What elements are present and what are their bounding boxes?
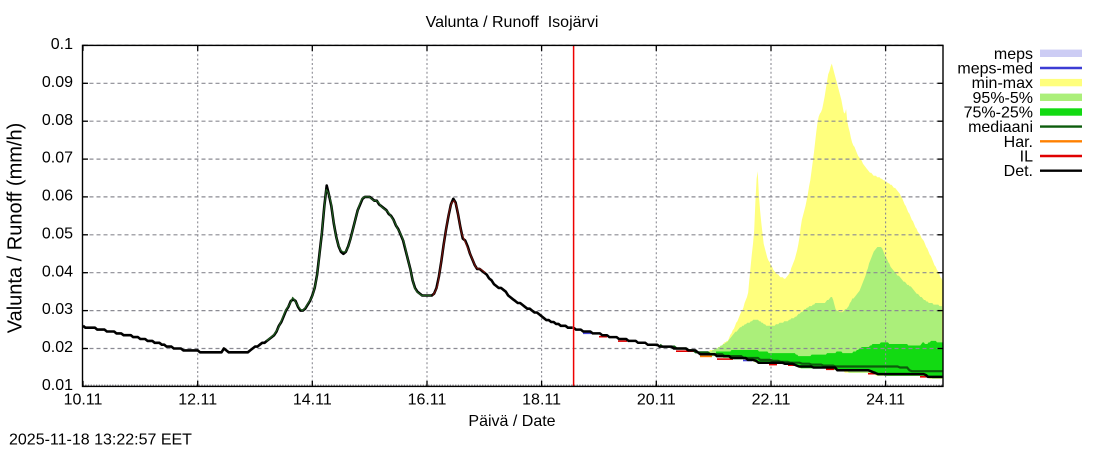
svg-text:min-max: min-max: [972, 75, 1033, 92]
svg-text:75%-25%: 75%-25%: [964, 105, 1033, 122]
svg-text:Det.: Det.: [1004, 163, 1033, 180]
svg-text:16.11: 16.11: [408, 391, 447, 408]
svg-text:0.08: 0.08: [42, 112, 73, 129]
svg-text:Har.: Har.: [1004, 134, 1033, 151]
svg-text:10.11: 10.11: [64, 391, 103, 408]
svg-text:14.11: 14.11: [293, 391, 332, 408]
svg-text:0.04: 0.04: [42, 263, 73, 280]
svg-text:95%-5%: 95%-5%: [973, 90, 1033, 107]
svg-text:0.1: 0.1: [51, 36, 73, 53]
svg-text:Päivä / Date: Päivä / Date: [468, 413, 555, 430]
svg-text:0.06: 0.06: [42, 188, 73, 205]
svg-text:18.11: 18.11: [522, 391, 561, 408]
svg-text:meps: meps: [994, 46, 1033, 63]
svg-text:2025-11-18 13:22:57 EET: 2025-11-18 13:22:57 EET: [9, 432, 192, 449]
svg-text:0.07: 0.07: [42, 150, 73, 167]
svg-text:20.11: 20.11: [637, 391, 676, 408]
svg-text:0.01: 0.01: [42, 377, 73, 394]
svg-text:0.02: 0.02: [42, 339, 73, 356]
svg-text:mediaani: mediaani: [968, 119, 1033, 136]
svg-text:IL: IL: [1020, 149, 1033, 166]
svg-text:Valunta / Runoff (mm/h): Valunta / Runoff (mm/h): [5, 123, 27, 333]
svg-text:0.09: 0.09: [42, 74, 73, 91]
svg-text:meps-med: meps-med: [957, 61, 1033, 78]
svg-text:0.05: 0.05: [42, 225, 73, 242]
svg-text:24.11: 24.11: [866, 391, 905, 408]
svg-text:22.11: 22.11: [752, 391, 791, 408]
svg-text:12.11: 12.11: [178, 391, 217, 408]
svg-text:0.03: 0.03: [42, 301, 73, 318]
svg-text:Valunta / Runoff Isojärvi: Valunta / Runoff Isojärvi: [426, 14, 599, 31]
